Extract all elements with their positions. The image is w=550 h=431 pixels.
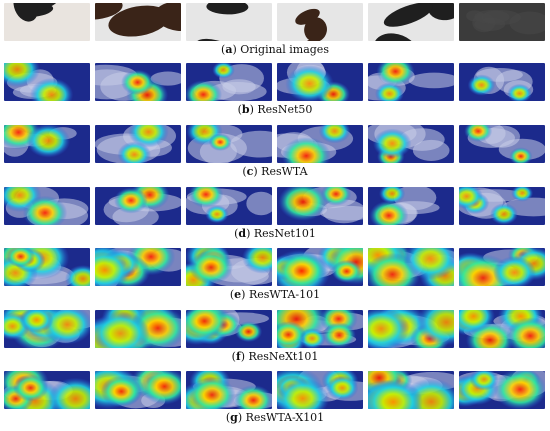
caption-e: (e) ResWTA-101 [229, 288, 321, 301]
heatmap-image-tile [4, 371, 90, 409]
heatmap-image-tile [277, 125, 363, 163]
heatmap-image-tile [4, 310, 90, 348]
original-image-tile [186, 3, 272, 41]
heatmap-image-tile [186, 310, 272, 348]
caption-label: ResNet50 [257, 103, 313, 116]
caption-g: (g) ResWTA-X101 [225, 411, 325, 424]
heatmap-image-tile [277, 187, 363, 225]
image-row-c [0, 125, 550, 163]
heatmap-image-tile [4, 187, 90, 225]
original-image-tile [277, 3, 363, 41]
heatmap-image-tile [186, 187, 272, 225]
heatmap-image-tile [459, 310, 545, 348]
caption-label: ResWTA-101 [248, 288, 321, 301]
image-row-a [0, 3, 550, 41]
heatmap-image-tile [459, 63, 545, 101]
caption-letter: f [235, 350, 241, 363]
caption-label: ResWTA [261, 165, 308, 178]
image-row-d [0, 187, 550, 225]
caption-label: ResWTA-X101 [245, 411, 325, 424]
heatmap-image-tile [95, 310, 181, 348]
caption-letter: a [225, 43, 233, 56]
image-row-f [0, 310, 550, 348]
caption-f: (f) ResNeXt101 [231, 350, 319, 363]
original-image-tile [459, 3, 545, 41]
image-row-b [0, 63, 550, 101]
caption-letter: g [230, 411, 238, 424]
heatmap-image-tile [368, 248, 454, 286]
caption-label: ResNeXt101 [248, 350, 319, 363]
caption-a: (a) Original images [221, 43, 329, 56]
heatmap-image-tile [95, 248, 181, 286]
heatmap-image-tile [186, 371, 272, 409]
heatmap-image-tile [277, 63, 363, 101]
caption-c: (c) ResWTA [242, 165, 308, 178]
heatmap-image-tile [4, 63, 90, 101]
heatmap-image-tile [368, 63, 454, 101]
image-row-e [0, 248, 550, 286]
heatmap-image-tile [95, 187, 181, 225]
heatmap-image-tile [4, 248, 90, 286]
heatmap-image-tile [368, 187, 454, 225]
original-image-tile [4, 3, 90, 41]
caption-letter: c [246, 165, 254, 178]
heatmap-image-tile [186, 248, 272, 286]
heatmap-image-tile [368, 310, 454, 348]
heatmap-image-tile [368, 125, 454, 163]
heatmap-image-tile [459, 248, 545, 286]
caption-letter: e [234, 288, 242, 301]
caption-label: ResNet101 [253, 227, 316, 240]
heatmap-image-tile [459, 371, 545, 409]
heatmap-image-tile [277, 248, 363, 286]
original-image-tile [368, 3, 454, 41]
heatmap-image-tile [95, 125, 181, 163]
heatmap-image-tile [459, 125, 545, 163]
heatmap-image-tile [459, 187, 545, 225]
heatmap-image-tile [186, 125, 272, 163]
caption-letter: b [241, 103, 250, 116]
image-row-g [0, 371, 550, 409]
heatmap-image-tile [4, 125, 90, 163]
heatmap-image-tile [277, 310, 363, 348]
original-image-tile [95, 3, 181, 41]
heatmap-image-tile [95, 63, 181, 101]
heatmap-image-tile [186, 63, 272, 101]
heatmap-image-tile [95, 371, 181, 409]
caption-b: (b) ResNet50 [237, 103, 313, 116]
heatmap-image-tile [277, 371, 363, 409]
caption-d: (d) ResNet101 [234, 227, 316, 240]
caption-letter: d [238, 227, 247, 240]
caption-label: Original images [240, 43, 329, 56]
heatmap-image-tile [368, 371, 454, 409]
